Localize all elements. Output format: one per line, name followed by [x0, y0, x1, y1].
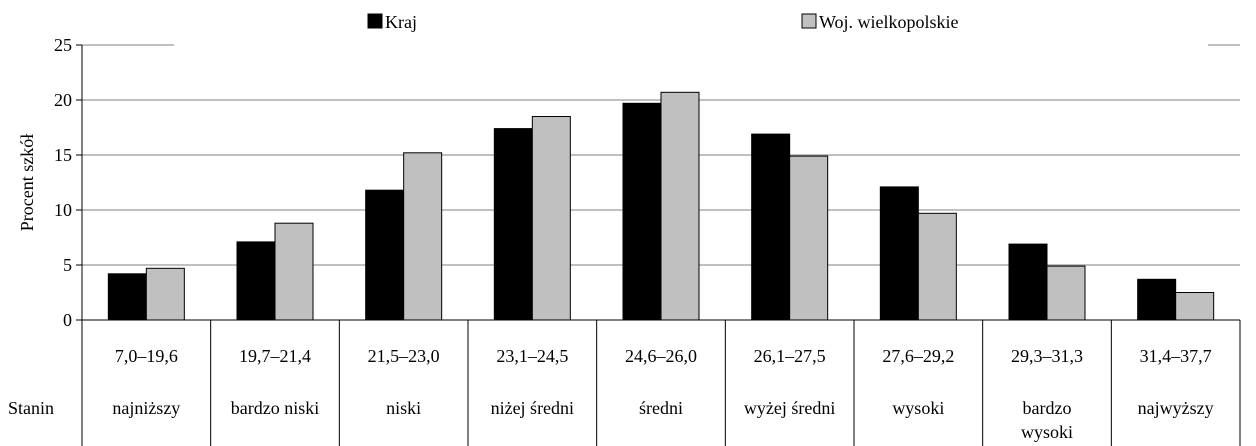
y-tick-label: 5 [63, 255, 72, 275]
bar-kraj-6 [751, 133, 791, 321]
stanin-name: najwyższy [1138, 398, 1214, 418]
bar-kraj-7 [879, 186, 919, 321]
bar-woj-4 [531, 116, 571, 321]
bar-woj-6 [789, 155, 829, 321]
bar-kraj-9 [1137, 278, 1177, 321]
bar-kraj-4 [493, 128, 533, 321]
x-tick-label: 26,1–27,5 [754, 346, 826, 366]
stanin-name: bardzo wysoki [1021, 398, 1073, 442]
x-tick-label: 21,5–23,0 [368, 346, 440, 366]
x-tick-label: 24,6–26,0 [625, 346, 697, 366]
stanin-name: wyżej średni [744, 398, 835, 418]
y-axis-title: Procent szkół [17, 134, 37, 231]
legend-label-kraj: Kraj [385, 12, 417, 32]
bar-woj-7 [917, 212, 957, 321]
bar-kraj-8 [1008, 243, 1048, 321]
legend-swatch-woj [801, 13, 817, 29]
stanin-name: najniższy [112, 398, 180, 418]
x-tick-label: 23,1–24,5 [496, 346, 568, 366]
y-tick-label: 20 [54, 90, 72, 110]
x-tick-label: 7,0–19,6 [115, 346, 178, 366]
x-tick-label: 27,6–29,2 [882, 346, 954, 366]
y-tick-label: 10 [54, 200, 72, 220]
stanin-name: niżej średni [491, 398, 574, 418]
x-tick-label: 19,7–21,4 [239, 346, 311, 366]
x-tick-label: 29,3–31,3 [1011, 346, 1083, 366]
stanin-name: wysoki [892, 398, 944, 418]
legend-swatch-kraj [367, 13, 383, 29]
bar-kraj-1 [107, 273, 147, 321]
bar-kraj-3 [365, 189, 405, 321]
bar-kraj-5 [622, 102, 662, 321]
x-tick-label: 31,4–37,7 [1140, 346, 1212, 366]
bar-woj-3 [403, 152, 443, 321]
bar-woj-5 [660, 91, 700, 321]
stanin-row-label: Stanin [8, 398, 54, 418]
stanin-name: średni [639, 398, 683, 418]
bar-woj-1 [145, 267, 185, 321]
stanin-name: niski [386, 398, 421, 418]
legend-label-woj: Woj. wielkopolskie [819, 12, 959, 32]
stanin-name: bardzo niski [231, 398, 319, 418]
bar-woj-2 [274, 222, 314, 321]
bar-woj-9 [1175, 292, 1215, 321]
y-tick-label: 0 [63, 310, 72, 330]
y-tick-label: 15 [54, 145, 72, 165]
y-tick-label: 25 [54, 35, 72, 55]
bar-woj-8 [1046, 265, 1086, 321]
bar-kraj-2 [236, 241, 276, 321]
